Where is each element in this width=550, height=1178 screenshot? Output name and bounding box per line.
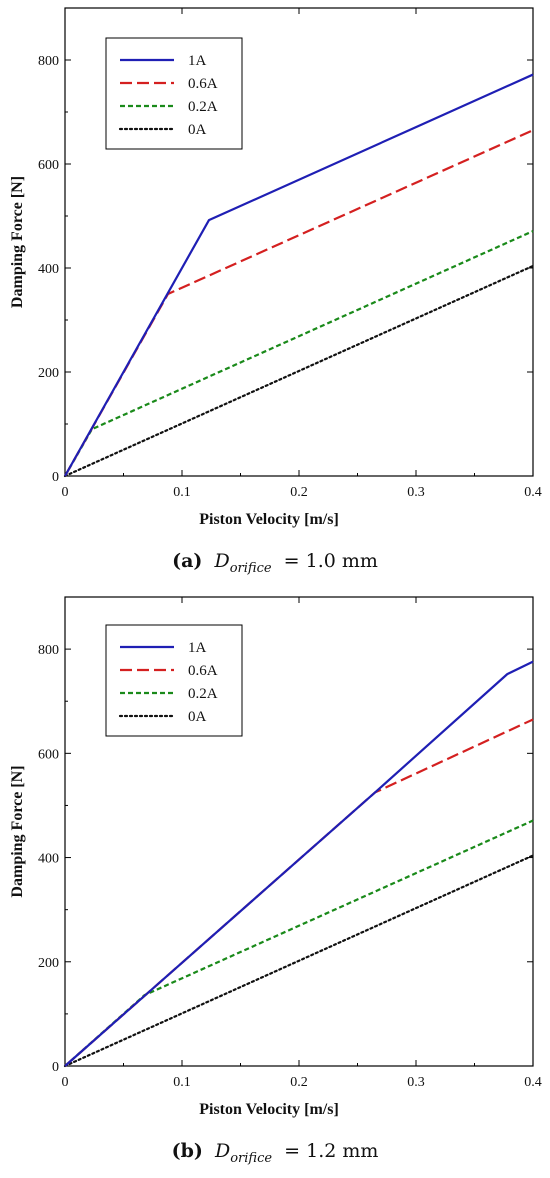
caption-b-label: (b) bbox=[171, 1140, 203, 1162]
caption-a: (a) Dorifice = 1.0 mm bbox=[0, 550, 550, 576]
series-line-1A bbox=[64, 73, 534, 477]
caption-a-value: = 1.0 mm bbox=[283, 550, 378, 572]
series-line-1A bbox=[64, 660, 534, 1067]
legend-label: 0.2A bbox=[188, 686, 218, 702]
y-axis-label: Damping Force [N] bbox=[9, 765, 26, 897]
y-tick-label: 400 bbox=[38, 852, 59, 867]
legend-label: 0A bbox=[188, 122, 207, 138]
y-tick-label: 0 bbox=[52, 1060, 59, 1075]
caption-b: (b) Dorifice = 1.2 mm bbox=[0, 1140, 550, 1166]
x-tick-label: 0.2 bbox=[290, 1075, 308, 1090]
y-tick-label: 200 bbox=[38, 956, 59, 971]
series-line-0-2A bbox=[64, 819, 534, 1067]
x-tick-label: 0 bbox=[62, 1075, 69, 1090]
series-line-0A bbox=[63, 264, 535, 478]
y-tick-label: 0 bbox=[52, 470, 59, 485]
caption-b-symbol: D bbox=[214, 1140, 231, 1162]
legend-box bbox=[105, 37, 243, 150]
legend-label: 1A bbox=[188, 53, 207, 69]
x-tick-label: 0.4 bbox=[524, 1075, 542, 1090]
x-tick-label: 0.4 bbox=[524, 485, 542, 500]
x-axis-label: Piston Velocity [m/s] bbox=[199, 511, 339, 528]
series-line-0A bbox=[63, 854, 535, 1068]
y-axis-label: Damping Force [N] bbox=[9, 176, 26, 308]
x-tick-label: 0 bbox=[62, 485, 69, 500]
chart-a: 0 0.1 0.2 0.3 0.4 0 200 400 600 800 Piston Velocit… bbox=[9, 7, 542, 528]
y-tick-label: 400 bbox=[38, 262, 59, 277]
legend-label: 0.6A bbox=[188, 76, 218, 92]
y-tick-label: 600 bbox=[38, 747, 59, 762]
y-tick-label: 200 bbox=[38, 366, 59, 381]
x-tick-label: 0.2 bbox=[290, 485, 308, 500]
caption-a-symbol: D bbox=[214, 550, 230, 572]
x-tick-label: 0.1 bbox=[173, 485, 191, 500]
x-tick-label: 0.1 bbox=[173, 1075, 191, 1090]
legend-box bbox=[105, 624, 243, 737]
y-tick-label: 800 bbox=[38, 54, 59, 69]
x-tick-label: 0.3 bbox=[407, 485, 425, 500]
x-axis-label: Piston Velocity [m/s] bbox=[199, 1101, 339, 1118]
y-tick-label: 600 bbox=[38, 158, 59, 173]
caption-b-value: = 1.2 mm bbox=[284, 1140, 379, 1162]
legend-label: 0A bbox=[188, 709, 207, 725]
y-tick-label: 800 bbox=[38, 643, 59, 658]
series-line-0-6A bbox=[64, 718, 534, 1067]
caption-a-label: (a) bbox=[172, 550, 203, 572]
legend-label: 0.6A bbox=[188, 663, 218, 679]
chart-b: 0 0.1 0.2 0.3 0.4 0 200 400 600 800 Piston Velocit… bbox=[9, 596, 542, 1118]
legend-label: 0.2A bbox=[188, 99, 218, 115]
series-line-0-6A bbox=[64, 129, 534, 477]
x-tick-label: 0.3 bbox=[407, 1075, 425, 1090]
caption-a-subscript: orifice bbox=[229, 560, 272, 576]
caption-b-subscript: orifice bbox=[230, 1150, 273, 1166]
legend-label: 1A bbox=[188, 640, 207, 656]
